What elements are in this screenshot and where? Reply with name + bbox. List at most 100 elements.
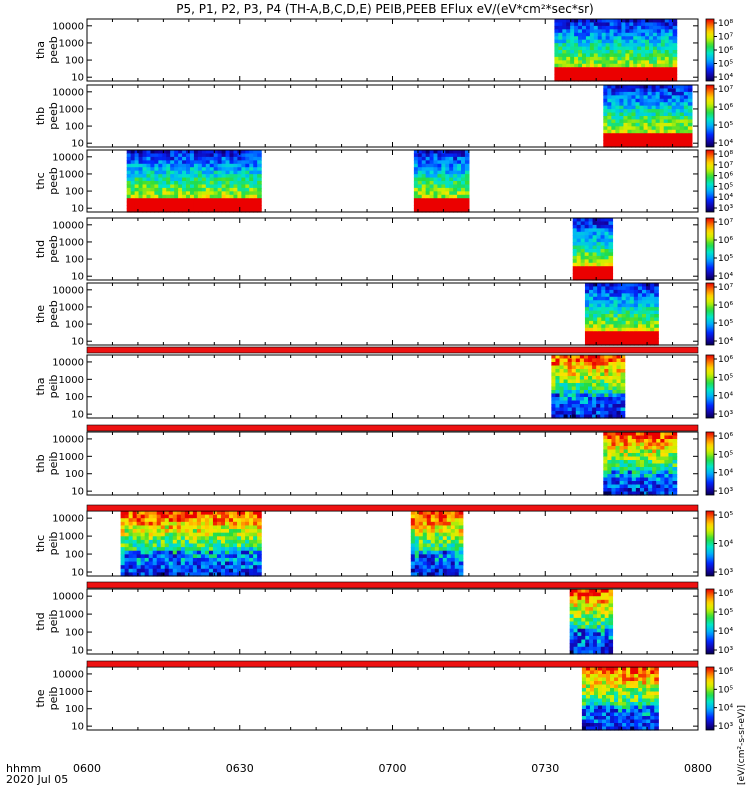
y-tick-label: 1000 — [59, 169, 84, 180]
y-tick-label: 10 — [71, 568, 84, 579]
spectrogram-block-1 — [584, 283, 659, 346]
colorbar-tick-label: 10⁸ — [718, 19, 733, 29]
y-tick-label: 10 — [71, 272, 84, 283]
date-label: 2020 Jul 05 — [6, 773, 68, 786]
spectrogram-block-2 — [413, 150, 470, 213]
colorbar-tick-label: 10⁵ — [718, 608, 733, 618]
y-tick-label: 10000 — [52, 592, 84, 603]
colorbar-tick-label: 10⁵ — [718, 60, 733, 70]
y-tick-label: 1000 — [59, 302, 84, 313]
panel-label-product: peib — [47, 532, 60, 556]
panel-label-probe: tha — [34, 41, 47, 59]
spectrogram-block-1 — [551, 355, 626, 419]
colorbar-tick-label: 10⁵ — [718, 685, 733, 695]
panel-tha-peib: 10 100 1000 10000 tha peib 10³ 10⁴ 10⁵ 10⁶ — [34, 354, 733, 421]
flag-bar — [86, 581, 699, 589]
y-tick-label: 10 — [71, 487, 84, 498]
spectrogram-block-1 — [120, 511, 262, 577]
panel-thc-peib: 10 100 1000 10000 thc peib 10³ 10⁴ 10⁵ — [34, 510, 733, 579]
x-tick-label: 0800 — [684, 762, 712, 775]
panel-label-probe: thc — [34, 172, 47, 189]
colorbar — [705, 666, 715, 731]
y-tick-label: 1000 — [59, 375, 84, 386]
y-tick-label: 10 — [71, 139, 84, 150]
y-tick-label: 100 — [65, 628, 84, 639]
colorbar-tick-label: 10⁵ — [718, 254, 733, 264]
y-tick-label: 10000 — [52, 434, 84, 445]
colorbar — [705, 510, 715, 577]
panel-label-probe: thd — [34, 612, 47, 630]
panel-label-probe: the — [34, 305, 47, 323]
colorbar-tick-label: 10³ — [718, 410, 733, 420]
x-tick-label: 0700 — [379, 762, 407, 775]
panel-thb-peeb: 10 100 1000 10000 thb peeb 10⁴ 10⁵ 10⁶ 10⁷ — [34, 84, 733, 150]
colorbar-tick-label: 10⁴ — [718, 540, 733, 550]
flag-bar — [86, 346, 699, 354]
y-tick-label: 10 — [71, 722, 84, 733]
colorbar-tick-label: 10⁵ — [718, 511, 733, 521]
colorbar-tick-label: 10⁴ — [718, 627, 733, 637]
colorbar-tick-label: 10⁶ — [718, 355, 733, 365]
colorbar-tick-label: 10⁵ — [718, 373, 733, 383]
colorbar-tick-label: 10⁷ — [718, 85, 733, 95]
panel-the-peib: 10 100 1000 10000 the peib 10³ 10⁴ 10⁵ 10⁶ — [34, 666, 733, 733]
colorbar-tick-label: 10³ — [718, 646, 733, 656]
y-tick-label: 10000 — [52, 220, 84, 231]
y-tick-label: 1000 — [59, 104, 84, 115]
colorbar — [705, 588, 715, 655]
y-tick-label: 100 — [65, 550, 84, 561]
panel-thd-peeb: 10 100 1000 10000 thd peeb 10⁴ 10⁵ 10⁶ 10⁷ — [34, 217, 733, 283]
colorbar — [705, 217, 715, 281]
colorbar-tick-label: 10⁷ — [718, 33, 733, 43]
colorbar — [705, 18, 715, 82]
y-tick-label: 1000 — [59, 687, 84, 698]
y-tick-label: 10000 — [52, 514, 84, 525]
y-tick-label: 100 — [65, 56, 84, 67]
flag-bar — [86, 660, 699, 668]
flag-bar — [86, 424, 699, 432]
panel-label-product: peib — [47, 375, 60, 399]
y-tick-label: 10 — [71, 337, 84, 348]
panel-label-probe: thb — [34, 454, 47, 472]
colorbar-tick-label: 10⁴ — [718, 193, 733, 203]
y-tick-label: 100 — [65, 469, 84, 480]
colorbar-tick-label: 10⁶ — [718, 103, 733, 113]
colorbar-tick-label: 10⁴ — [718, 392, 733, 402]
y-tick-label: 10000 — [52, 357, 84, 368]
panel-label-product: peeb — [47, 235, 60, 263]
panel-label-product: peib — [47, 687, 60, 711]
colorbar-tick-label: 10⁴ — [718, 704, 733, 714]
panel-thb-peib: 10 100 1000 10000 thb peib 10³ 10⁴ 10⁵ 10⁶ — [34, 431, 733, 498]
spectrogram-block-1 — [603, 432, 678, 496]
flag-bars — [86, 346, 699, 668]
colorbar-tick-label: 10⁷ — [718, 283, 733, 293]
spectrogram-block-1 — [569, 589, 614, 655]
panel-label-probe: thb — [34, 107, 47, 125]
y-tick-label: 100 — [65, 704, 84, 715]
y-tick-label: 100 — [65, 122, 84, 133]
panel-label-probe: thd — [34, 240, 47, 258]
spectrogram-block-1 — [126, 150, 262, 213]
colorbar — [705, 282, 715, 346]
colorbar-tick-label: 10⁵ — [718, 121, 733, 131]
y-tick-label: 10000 — [52, 669, 84, 680]
colorbar-tick-label: 10⁴ — [718, 469, 733, 479]
colorbar-tick-label: 10³ — [718, 204, 733, 214]
y-tick-label: 10000 — [52, 21, 84, 32]
colorbar-tick-label: 10⁷ — [718, 161, 733, 171]
colorbar-tick-label: 10⁵ — [718, 450, 733, 460]
colorbar-tick-label: 10⁶ — [718, 301, 733, 311]
colorbar-tick-label: 10³ — [718, 568, 733, 578]
y-tick-label: 1000 — [59, 532, 84, 543]
flag-bar — [86, 504, 699, 512]
y-tick-label: 100 — [65, 187, 84, 198]
y-tick-label: 1000 — [59, 38, 84, 49]
colorbar-tick-label: 10⁴ — [718, 73, 733, 83]
spectrogram-block-1 — [554, 19, 678, 82]
colorbar-tick-label: 10⁵ — [718, 182, 733, 192]
colorbar-tick-label: 10³ — [718, 722, 733, 732]
colorbar-tick-label: 10⁶ — [718, 172, 733, 182]
colorbar — [705, 431, 715, 496]
